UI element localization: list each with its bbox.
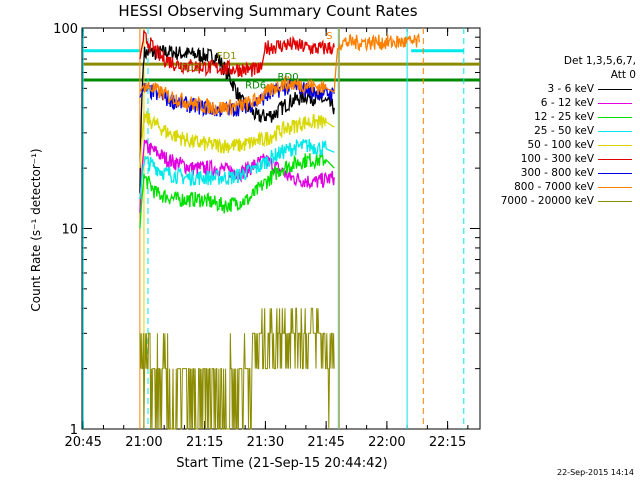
legend-entry-label: 50 - 100 keV: [527, 139, 594, 151]
chart-title: HESSI Observing Summary Count Rates: [118, 2, 417, 20]
series-3: [139, 138, 335, 200]
legend-entry: 3 - 6 keV: [476, 82, 636, 96]
legend-entry-label: 25 - 50 keV: [534, 125, 594, 137]
legend-entry-label: 12 - 25 keV: [534, 111, 594, 123]
axis-ticks: 20:45 21:00 21:15 21:30 21:45 22:00 22:15 1 10 10…: [53, 22, 480, 450]
legend-entry-label: 800 - 7000 keV: [514, 181, 594, 193]
legend-swatch: [598, 103, 632, 104]
reference-lines: [83, 49, 480, 82]
annotation-rd0: RD0: [278, 72, 299, 83]
x-tick-label-6: 22:15: [429, 435, 466, 450]
series-group: [139, 30, 420, 430]
legend-entry: 25 - 50 keV: [476, 124, 636, 138]
series-8: [139, 307, 335, 430]
x-tick-label-4: 21:45: [307, 435, 344, 450]
legend-entry: 100 - 300 keV: [476, 152, 636, 166]
legend-entry: 12 - 25 keV: [476, 110, 636, 124]
annotation-rd6: RD6: [245, 80, 266, 91]
legend-swatch: [598, 89, 632, 90]
legend-entry: 300 - 800 keV: [476, 166, 636, 180]
annotation-fd2: FD2: [180, 63, 200, 74]
series-4: [139, 111, 335, 169]
annotation-s: S: [326, 31, 332, 42]
legend-swatch: [598, 187, 632, 188]
legend-entry-label: 7000 - 20000 keV: [500, 195, 594, 207]
x-tick-label-0: 20:45: [64, 435, 101, 450]
legend-entry-label: 6 - 12 keV: [540, 97, 594, 109]
legend-entry: 50 - 100 keV: [476, 138, 636, 152]
legend-header-1: Det 1,3,5,6,7,: [563, 55, 636, 67]
date-stamp: 22-Sep-2015 14:14: [557, 468, 634, 477]
x-tick-label-2: 21:15: [186, 435, 223, 450]
legend-entry: 800 - 7000 keV: [476, 180, 636, 194]
annotation-fd1: FD1: [217, 51, 237, 62]
annotations: FD1 FD2 RD6 RD0 S: [180, 31, 332, 91]
series-5: [139, 30, 335, 78]
legend: Det 1,3,5,6,7, Att 0 3 - 6 keV 6 - 12 keV…: [476, 54, 636, 208]
legend-swatch: [598, 159, 632, 160]
y-tick-label-1: 10: [61, 223, 78, 238]
legend-entry-label: 100 - 300 keV: [520, 153, 594, 165]
legend-swatch: [598, 201, 632, 202]
legend-entry: 7000 - 20000 keV: [476, 194, 636, 208]
legend-entry: 6 - 12 keV: [476, 96, 636, 110]
x-tick-label-1: 21:00: [125, 435, 162, 450]
x-tick-label-5: 22:00: [368, 435, 405, 450]
legend-entry-label: 300 - 800 keV: [520, 167, 594, 179]
legend-swatch: [598, 145, 632, 146]
series-2: [139, 152, 335, 229]
plot-area: 20:45 21:00 21:15 21:30 21:45 22:00 22:15 1 10 10…: [53, 22, 481, 450]
x-axis-label: Start Time (21-Sep-15 20:44:42): [176, 456, 387, 471]
series-7: [139, 32, 420, 117]
y-tick-label-2: 100: [53, 22, 78, 37]
x-tick-label-3: 21:30: [247, 435, 284, 450]
legend-swatch: [598, 117, 632, 118]
legend-header-2: Att 0: [610, 69, 636, 81]
legend-swatch: [598, 173, 632, 174]
legend-swatch: [598, 131, 632, 132]
y-tick-label-0: 1: [70, 423, 78, 438]
legend-entry-label: 3 - 6 keV: [547, 83, 594, 95]
y-axis-label: Count Rate (s⁻¹ detector⁻¹): [29, 148, 43, 311]
